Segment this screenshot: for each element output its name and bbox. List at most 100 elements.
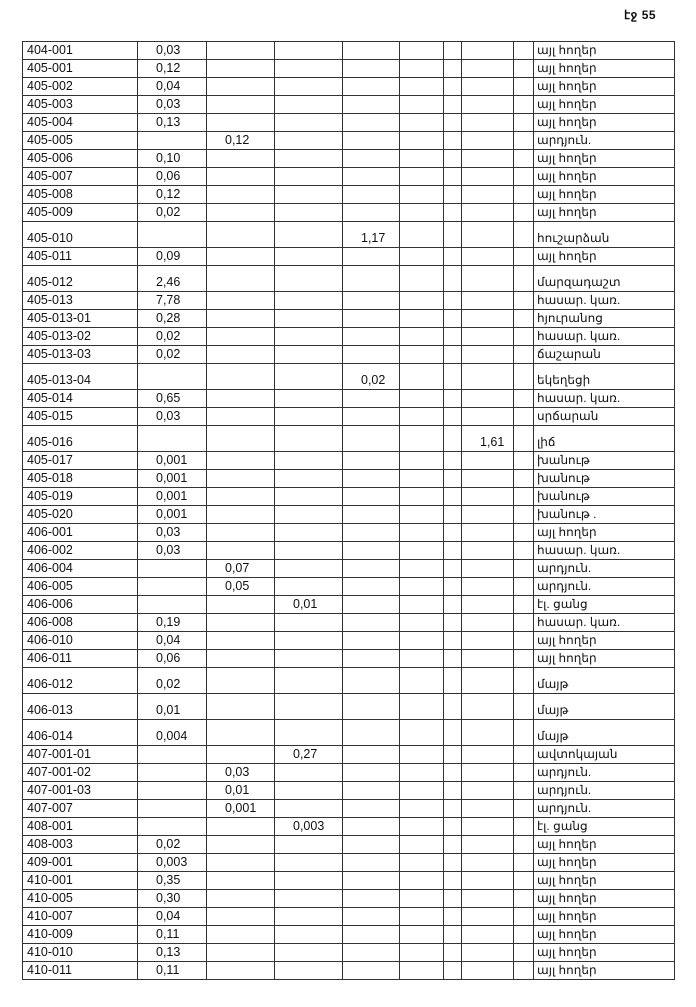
area-col-2-cell: 0,05 <box>206 577 275 596</box>
area-col-8-cell <box>513 943 534 962</box>
parcel-id-cell: 405-013-03 <box>22 345 138 364</box>
area-col-2-cell <box>206 907 275 926</box>
area-col-4-cell <box>342 95 400 114</box>
area-col-4-cell <box>342 77 400 96</box>
area-col-7-cell <box>461 667 514 694</box>
area-col-4-cell <box>342 265 400 292</box>
area-col-1-cell: 0,004 <box>137 719 207 746</box>
area-col-8-cell <box>513 327 534 346</box>
area-col-2-cell <box>206 853 275 872</box>
area-col-8-cell <box>513 889 534 908</box>
table-row: 405-003 0,03 այլ հողեր <box>22 95 675 114</box>
area-col-2-cell <box>206 835 275 854</box>
area-col-8-cell <box>513 925 534 944</box>
area-col-1-cell: 0,02 <box>137 345 207 364</box>
table-row: 405-013-01 0,28 հյուրանոց <box>22 309 675 328</box>
area-col-6-cell <box>443 149 462 168</box>
parcel-id-cell: 407-001-01 <box>22 745 138 764</box>
area-col-6-cell <box>443 559 462 578</box>
area-col-7-cell <box>461 541 514 560</box>
area-col-7-cell <box>461 469 514 488</box>
area-col-3-cell <box>274 113 343 132</box>
parcel-id-cell: 410-011 <box>22 961 138 980</box>
area-col-1-cell: 0,001 <box>137 505 207 524</box>
parcel-id-cell: 405-013 <box>22 291 138 310</box>
area-col-1-cell: 7,78 <box>137 291 207 310</box>
area-col-8-cell <box>513 745 534 764</box>
area-col-6-cell <box>443 425 462 452</box>
land-use-cell: այլ հողեր <box>533 41 675 60</box>
land-use-cell: այլ հողեր <box>533 113 675 132</box>
area-col-2-cell <box>206 203 275 222</box>
area-col-8-cell <box>513 425 534 452</box>
area-col-7-cell <box>461 907 514 926</box>
area-col-2-cell <box>206 265 275 292</box>
area-col-8-cell <box>513 345 534 364</box>
area-col-2-cell <box>206 613 275 632</box>
area-col-2-cell <box>206 41 275 60</box>
area-col-4-cell: 1,17 <box>342 221 400 248</box>
parcel-id-cell: 410-010 <box>22 943 138 962</box>
area-col-5-cell <box>399 595 444 614</box>
area-col-8-cell <box>513 781 534 800</box>
parcel-id-cell: 406-001 <box>22 523 138 542</box>
land-use-cell: այլ հողեր <box>533 871 675 890</box>
land-use-cell: այլ հողեր <box>533 907 675 926</box>
area-col-5-cell <box>399 291 444 310</box>
area-col-7-cell <box>461 265 514 292</box>
area-col-8-cell <box>513 149 534 168</box>
area-col-1-cell: 0,03 <box>137 523 207 542</box>
land-use-cell: հասար. կառ. <box>533 291 675 310</box>
land-use-cell: այլ հողեր <box>533 889 675 908</box>
land-use-cell: խանութ <box>533 487 675 506</box>
area-col-3-cell <box>274 487 343 506</box>
area-col-5-cell <box>399 577 444 596</box>
area-col-7-cell <box>461 835 514 854</box>
page-number: էջ 55 <box>624 8 657 22</box>
area-col-5-cell <box>399 113 444 132</box>
area-col-2-cell: 0,001 <box>206 799 275 818</box>
area-col-5-cell <box>399 667 444 694</box>
area-col-5-cell <box>399 835 444 854</box>
area-col-1-cell: 0,11 <box>137 961 207 980</box>
area-col-5-cell <box>399 265 444 292</box>
area-col-6-cell <box>443 871 462 890</box>
area-col-6-cell <box>443 595 462 614</box>
area-col-3-cell <box>274 925 343 944</box>
area-col-1-cell: 0,12 <box>137 185 207 204</box>
area-col-6-cell <box>443 577 462 596</box>
area-col-6-cell <box>443 221 462 248</box>
area-col-3-cell <box>274 523 343 542</box>
area-col-7-cell <box>461 523 514 542</box>
land-use-cell: եկեղեցի <box>533 363 675 390</box>
area-col-5-cell <box>399 961 444 980</box>
area-col-2-cell: 0,01 <box>206 781 275 800</box>
table-row: 405-009 0,02 այլ հողեր <box>22 203 675 222</box>
area-col-1-cell: 2,46 <box>137 265 207 292</box>
land-use-cell: խանութ <box>533 451 675 470</box>
area-col-1-cell: 0,02 <box>137 667 207 694</box>
area-col-1-cell <box>137 363 207 390</box>
parcel-id-cell: 405-013-02 <box>22 327 138 346</box>
area-col-6-cell <box>443 835 462 854</box>
area-col-4-cell <box>342 309 400 328</box>
area-col-4-cell <box>342 389 400 408</box>
area-col-1-cell: 0,03 <box>137 95 207 114</box>
area-col-7-cell <box>461 817 514 836</box>
area-col-7-cell: 1,61 <box>461 425 514 452</box>
area-col-3-cell <box>274 167 343 186</box>
area-col-1-cell: 0,02 <box>137 835 207 854</box>
area-col-6-cell <box>443 817 462 836</box>
table-row: 405-018 0,001 խանութ <box>22 469 675 488</box>
area-col-1-cell: 0,04 <box>137 631 207 650</box>
area-col-5-cell <box>399 907 444 926</box>
area-col-8-cell <box>513 59 534 78</box>
parcel-id-cell: 405-003 <box>22 95 138 114</box>
area-col-8-cell <box>513 523 534 542</box>
area-col-5-cell <box>399 559 444 578</box>
parcel-id-cell: 405-006 <box>22 149 138 168</box>
area-col-7-cell <box>461 595 514 614</box>
area-col-6-cell <box>443 693 462 720</box>
table-row: 406-005 0,05 արդյուն. <box>22 577 675 596</box>
area-col-8-cell <box>513 363 534 390</box>
